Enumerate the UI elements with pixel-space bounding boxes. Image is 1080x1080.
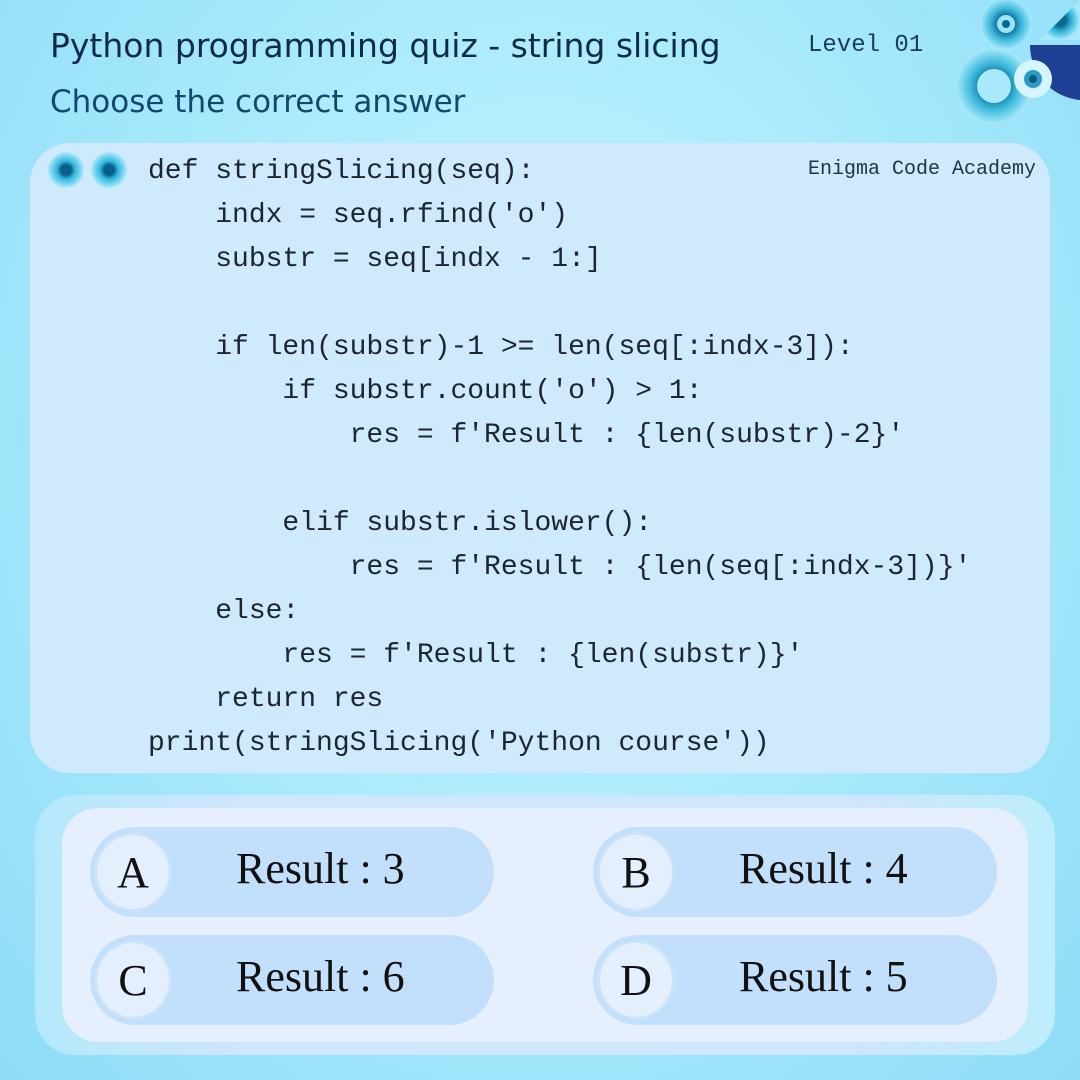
code-line: else: [148,596,300,627]
code-line: print(stringSlicing('Python course')) [148,728,770,759]
option-a[interactable]: A Result : 3 [90,827,494,917]
option-text: Result : 4 [739,844,908,893]
decorative-circles-icon [956,0,1080,124]
code-line: if substr.count('o') > 1: [148,376,703,407]
code-line: res = f'Result : {len(seq[:indx-3])}' [148,552,972,583]
code-line: if len(substr)-1 >= len(seq[:indx-3]): [148,332,854,363]
option-text: Result : 3 [236,844,405,893]
option-letter: D [597,940,675,1020]
page-subtitle: Choose the correct answer [50,84,466,120]
code-block: def stringSlicing(seq): indx = seq.rfind… [148,150,971,766]
code-line: return res [148,684,384,715]
option-d[interactable]: D Result : 5 [593,935,997,1025]
window-dot-icon [48,152,84,188]
option-letter: B [597,832,675,912]
option-letter: A [94,832,172,912]
code-line: elif substr.islower(): [148,508,653,539]
brand-label: Enigma Code Academy [807,158,1036,181]
option-text: Result : 5 [739,952,908,1001]
code-line: res = f'Result : {len(substr)-2}' [148,420,905,451]
option-letter: C [94,940,172,1020]
page-title: Python programming quiz - string slicing [50,26,721,65]
code-card [30,143,1050,773]
code-line: substr = seq[indx - 1:] [148,244,602,275]
code-line: def stringSlicing(seq): [148,156,535,187]
level-label: Level 01 [808,32,924,59]
window-dot-icon [91,152,127,188]
option-c[interactable]: C Result : 6 [90,935,494,1025]
code-line [148,282,971,326]
option-text: Result : 6 [236,952,405,1001]
code-line [148,458,971,502]
option-b[interactable]: B Result : 4 [593,827,997,917]
code-line: res = f'Result : {len(substr)}' [148,640,804,671]
code-line: indx = seq.rfind('o') [148,200,569,231]
